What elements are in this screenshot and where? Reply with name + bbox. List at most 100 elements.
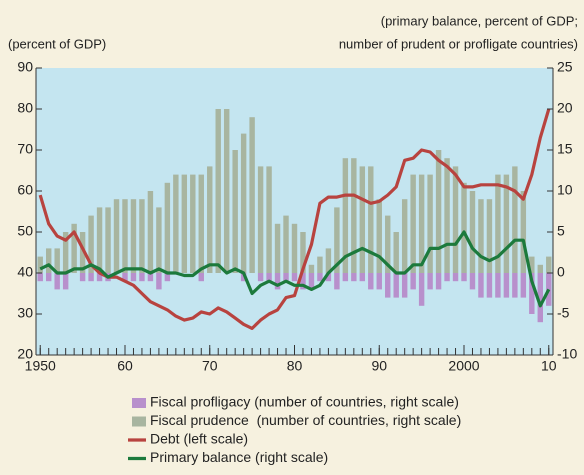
bar [368,273,374,290]
bar [139,273,145,282]
y2-tick-label: 10 [557,182,573,198]
bar [96,207,103,273]
bar [62,273,69,290]
bar [334,207,340,273]
bar [54,248,60,273]
bar [546,256,552,273]
bar [342,273,349,282]
y-tick-label: 90 [17,59,33,75]
bar [96,273,103,282]
bar [435,150,442,273]
bar [418,273,425,306]
bar [283,215,289,273]
x-tick-label: 90 [371,358,387,374]
bar [122,273,128,282]
bar [71,223,77,273]
bar [113,199,120,273]
bar [334,273,340,290]
bar [444,273,450,282]
bar [147,191,154,273]
bar [385,215,391,273]
bar [376,273,382,290]
bar [207,166,213,273]
bar [495,273,501,298]
bar [300,273,306,290]
bar [291,273,298,282]
bar [190,174,196,273]
bar [529,273,535,314]
bar [478,199,484,273]
bar [427,273,433,290]
legend-swatch [132,416,146,427]
bar [520,273,527,298]
bar [130,273,137,282]
line [38,108,551,330]
y2-tick-label: 15 [557,141,573,157]
bar [452,273,459,282]
bar [486,273,493,298]
y2-tick-label: 0 [557,264,565,280]
bar [469,191,476,273]
y2-tick-label: -5 [557,305,570,321]
bar [512,273,518,298]
y2-tick-label: 5 [557,223,565,239]
y2-tick-label: -10 [557,346,577,362]
bar [283,273,289,282]
bar [401,199,408,273]
bar [418,174,425,273]
y-axis-label: (percent of GDP) [8,36,106,51]
bar [393,273,399,298]
bar [46,273,52,282]
bar [37,256,43,273]
bar [368,166,374,273]
x-tick-label: 1950 [25,358,56,374]
bar [410,174,416,273]
bar [537,264,543,273]
y-tick-label: 70 [17,141,33,157]
bar [130,199,137,273]
x-tick-label: 80 [287,358,303,374]
bar [529,256,535,273]
bar [266,166,272,273]
bar [461,273,467,282]
bar [351,158,357,273]
y-tick-label: 40 [17,264,33,280]
y-tick-label: 60 [17,182,33,198]
bar [232,150,238,273]
bar [325,248,332,273]
bar [274,273,281,290]
bar [156,273,162,290]
bar [359,273,366,282]
bar [444,158,450,273]
bar [62,232,69,273]
bar [291,223,298,273]
bar [503,174,510,273]
bar [79,273,86,282]
legend-swatch [132,398,146,408]
bar [173,174,179,273]
bar [88,273,94,282]
x-tick-label: 2000 [448,358,479,374]
bar [461,182,467,273]
bar [88,215,94,273]
legend-label: Fiscal profligacy (number of countries, … [150,394,459,410]
bar [410,273,416,290]
bar [257,273,264,282]
bar [164,273,171,282]
bar [376,199,382,273]
bar [537,273,543,323]
y-tick-label: 80 [17,100,33,116]
x-tick-label: 70 [202,358,218,374]
bar [385,273,391,298]
bar [181,174,188,273]
bar [401,273,408,298]
bar [435,273,442,290]
bar [351,273,357,282]
bar [198,174,204,273]
legend-label: Fiscal prudence (number of countries, ri… [150,412,461,428]
bar [46,248,52,273]
bar [257,166,264,273]
bar [512,166,518,273]
bar [308,264,315,273]
bar [139,199,145,273]
